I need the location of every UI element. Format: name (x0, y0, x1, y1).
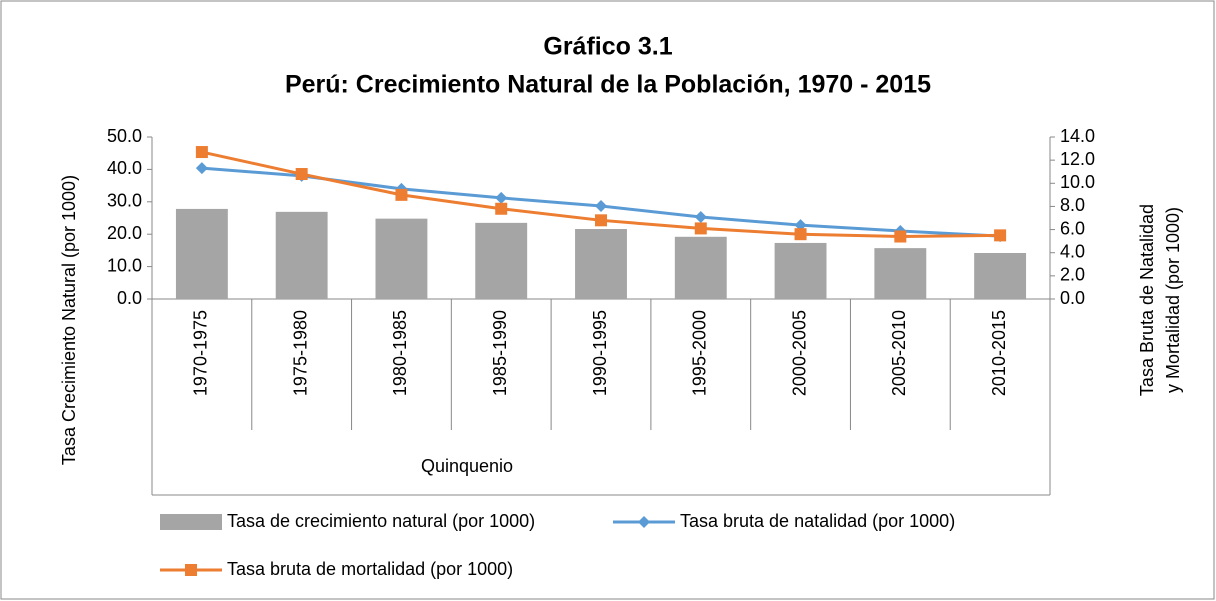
y2-tick-label: 2.0 (1060, 265, 1085, 285)
y2-tick-label: 12.0 (1060, 149, 1095, 169)
y2-tick-label: 4.0 (1060, 241, 1085, 261)
x-tick-label: 1980-1985 (390, 310, 410, 396)
x-tick-label: 2005-2010 (889, 310, 909, 396)
marker (195, 146, 208, 159)
x-tick-label: 2000-2005 (789, 310, 809, 396)
legend-marker (185, 564, 197, 576)
x-tick-label: 1975-1980 (290, 310, 310, 396)
legend-label: Tasa bruta de mortalidad (por 1000) (227, 559, 513, 579)
y2-axis-label: y Mortalidad (por 1000) (1163, 207, 1183, 393)
chart-title: Perú: Crecimiento Natural de la Població… (285, 71, 931, 99)
y-tick-label: 50.0 (107, 126, 142, 146)
bar (874, 248, 927, 299)
y-tick-label: 30.0 (107, 191, 142, 211)
legend-marker (638, 516, 650, 528)
bar (774, 242, 827, 299)
bar (275, 211, 328, 299)
y2-tick-label: 10.0 (1060, 172, 1095, 192)
chart-title: Gráfico 3.1 (543, 33, 672, 61)
y2-tick-label: 6.0 (1060, 218, 1085, 238)
marker (195, 162, 208, 175)
x-tick-label: 1990-1995 (590, 310, 610, 396)
x-tick-label: 1985-1990 (490, 310, 510, 396)
y2-tick-label: 14.0 (1060, 126, 1095, 146)
y-axis-label: Tasa Crecimiento Natural (por 1000) (59, 175, 79, 465)
y2-tick-label: 0.0 (1060, 288, 1085, 308)
marker (794, 219, 807, 232)
y2-tick-label: 8.0 (1060, 195, 1085, 215)
marker (794, 228, 807, 241)
legend-label: Tasa bruta de natalidad (por 1000) (680, 511, 955, 531)
marker (694, 211, 707, 224)
marker (694, 222, 707, 235)
x-tick-label: 1995-2000 (690, 310, 710, 396)
bar (475, 222, 528, 299)
marker (994, 229, 1007, 242)
y-tick-label: 20.0 (107, 223, 142, 243)
y2-axis-label: Tasa Bruta de Natalidad (1137, 204, 1157, 396)
x-tick-label: 2010-2015 (989, 310, 1009, 396)
marker (395, 188, 408, 201)
marker (495, 202, 508, 215)
marker (295, 168, 308, 181)
marker (894, 230, 907, 243)
marker (595, 214, 607, 227)
marker (595, 200, 607, 213)
bar (575, 229, 627, 299)
legend-label: Tasa de crecimiento natural (por 1000) (227, 511, 535, 531)
marker (495, 191, 508, 204)
x-axis-label: Quinquenio (421, 456, 513, 476)
x-tick-label: 1970-1975 (191, 310, 211, 396)
bar (674, 236, 727, 299)
y-tick-label: 0.0 (117, 288, 142, 308)
bar (375, 218, 428, 299)
legend-swatch (160, 514, 222, 530)
bar (974, 252, 1027, 299)
bar (175, 208, 228, 299)
y-tick-label: 10.0 (107, 255, 142, 275)
y-tick-label: 40.0 (107, 158, 142, 178)
